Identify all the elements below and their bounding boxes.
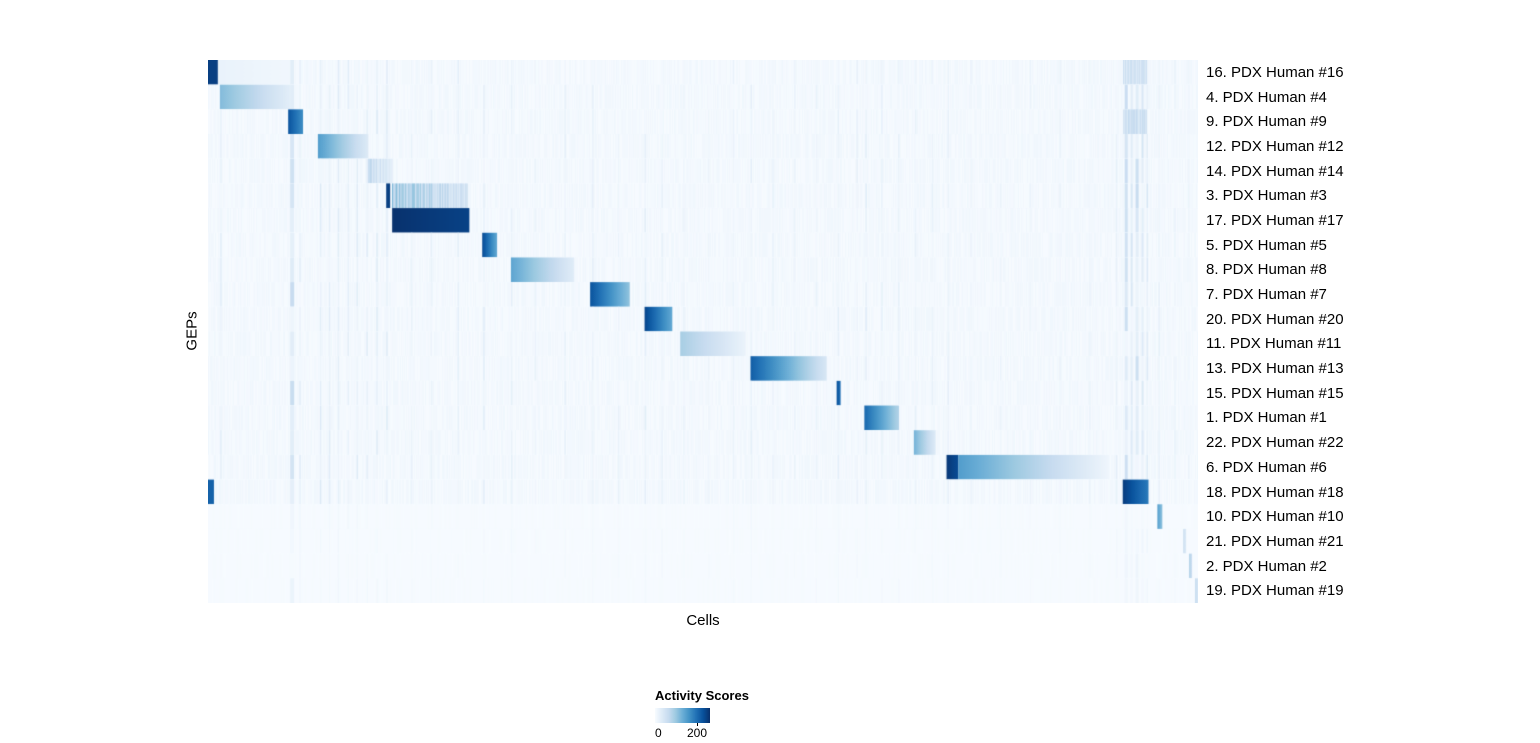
row-label: 5. PDX Human #5 — [1206, 236, 1327, 254]
row-label: 13. PDX Human #13 — [1206, 360, 1344, 378]
row-label: 1. PDX Human #1 — [1206, 409, 1327, 427]
row-label: 18. PDX Human #18 — [1206, 483, 1344, 501]
y-axis-label: GEPs — [183, 311, 201, 351]
row-label: 21. PDX Human #21 — [1206, 532, 1344, 550]
heatmap-canvas — [208, 60, 1198, 603]
row-label: 8. PDX Human #8 — [1206, 261, 1327, 279]
row-label: 20. PDX Human #20 — [1206, 310, 1344, 328]
row-label: 6. PDX Human #6 — [1206, 458, 1327, 476]
row-label: 17. PDX Human #17 — [1206, 211, 1344, 229]
colorbar-legend: Activity Scores 0 200 — [655, 688, 795, 741]
colorbar-tick-mark — [697, 723, 698, 726]
colorbar-tick-min: 0 — [655, 726, 662, 740]
row-label: 22. PDX Human #22 — [1206, 434, 1344, 452]
row-label: 19. PDX Human #19 — [1206, 582, 1344, 600]
row-label: 3. PDX Human #3 — [1206, 187, 1327, 205]
row-label: 10. PDX Human #10 — [1206, 508, 1344, 526]
row-label: 7. PDX Human #7 — [1206, 286, 1327, 304]
row-label: 4. PDX Human #4 — [1206, 88, 1327, 106]
x-axis-label: Cells — [686, 612, 720, 629]
row-labels: 16. PDX Human #16 4. PDX Human #4 9. PDX H… — [1206, 60, 1526, 603]
colorbar-title: Activity Scores — [655, 688, 749, 703]
row-label: 16. PDX Human #16 — [1206, 63, 1344, 81]
row-label: 11. PDX Human #11 — [1206, 335, 1342, 353]
row-label: 12. PDX Human #12 — [1206, 137, 1344, 155]
row-label: 9. PDX Human #9 — [1206, 113, 1327, 131]
colorbar-tick-max: 200 — [686, 726, 708, 740]
colorbar-gradient — [655, 708, 710, 723]
row-label: 2. PDX Human #2 — [1206, 557, 1327, 575]
colorbar-ticks: 0 200 — [655, 723, 795, 741]
row-label: 14. PDX Human #14 — [1206, 162, 1344, 180]
row-label: 15. PDX Human #15 — [1206, 384, 1344, 402]
